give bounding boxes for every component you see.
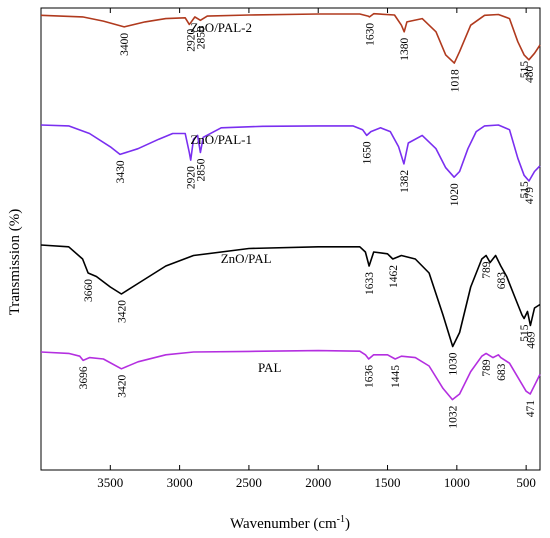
x-axis-title: Wavenumber (cm-1) xyxy=(230,514,350,532)
peak-label: 3400 xyxy=(119,33,131,56)
series-name-label: PAL xyxy=(258,360,281,375)
series-name-label: ZnO/PAL-1 xyxy=(190,132,252,147)
peak-label: 3430 xyxy=(115,160,127,183)
x-tick-label: 1000 xyxy=(444,475,470,490)
x-tick-label: 3000 xyxy=(167,475,193,490)
peak-label: 3420 xyxy=(116,300,128,323)
spectrum-line xyxy=(40,349,541,401)
peak-label: 1650 xyxy=(362,141,374,164)
peak-label: 2850 xyxy=(195,158,207,181)
peak-label: 1636 xyxy=(364,365,376,388)
x-axis-title-close: ) xyxy=(345,516,350,532)
series-name-label: ZnO/PAL xyxy=(221,251,272,266)
series-labels: ZnO/PAL-2 ZnO/PAL-1 ZnO/PAL PAL xyxy=(190,20,281,375)
peak-label: 2920 xyxy=(186,28,198,51)
peak-label: 2850 xyxy=(195,26,207,49)
spectrum-line xyxy=(40,244,541,348)
peak-label: 3696 xyxy=(78,366,90,389)
x-tick-label: 500 xyxy=(516,475,536,490)
peak-label: 789 xyxy=(481,261,493,279)
x-tick-label: 2500 xyxy=(236,475,262,490)
peak-label: 1633 xyxy=(364,272,376,295)
peak-label: 683 xyxy=(496,363,508,381)
peak-label: 471 xyxy=(525,400,537,418)
x-tick-label: 2000 xyxy=(305,475,331,490)
spectrum-line xyxy=(40,124,541,182)
spectra-series xyxy=(40,12,541,401)
peak-label: 515 xyxy=(519,324,531,342)
peak-label: 683 xyxy=(496,272,508,290)
peak-label: 515 xyxy=(519,61,531,79)
y-axis-title: Transmission (%) xyxy=(7,209,23,316)
peak-label: 1462 xyxy=(388,265,400,288)
x-axis-ticks: 3500 3000 2500 2000 1500 1000 500 xyxy=(97,8,536,490)
spectrum-line xyxy=(40,12,541,64)
peak-label: 1018 xyxy=(449,69,461,92)
peak-label: 479 xyxy=(524,187,536,205)
peak-label: 1032 xyxy=(447,405,459,428)
plot-frame xyxy=(40,7,541,471)
peak-label: 1630 xyxy=(365,23,377,46)
peak-label: 1380 xyxy=(399,38,411,61)
plot-area-border xyxy=(40,7,541,471)
peak-label: 1030 xyxy=(448,352,460,375)
x-axis-title-main: Wavenumber (cm xyxy=(230,516,337,532)
peak-label: 1445 xyxy=(390,365,402,388)
peak-label: 469 xyxy=(525,331,537,349)
peak-label: 2920 xyxy=(186,166,198,189)
peak-label: 3420 xyxy=(116,375,128,398)
peak-label: 480 xyxy=(524,66,536,84)
peak-label: 1382 xyxy=(399,170,411,193)
x-tick-label: 1500 xyxy=(375,475,401,490)
series-name-label: ZnO/PAL-2 xyxy=(190,20,252,35)
peak-label: 3660 xyxy=(83,279,95,302)
peak-label: 789 xyxy=(481,359,493,377)
x-tick-label: 3500 xyxy=(97,475,123,490)
peak-label: 1020 xyxy=(449,183,461,206)
peak-label: 515 xyxy=(519,181,531,199)
x-axis-title-superscript: -1 xyxy=(337,514,345,525)
